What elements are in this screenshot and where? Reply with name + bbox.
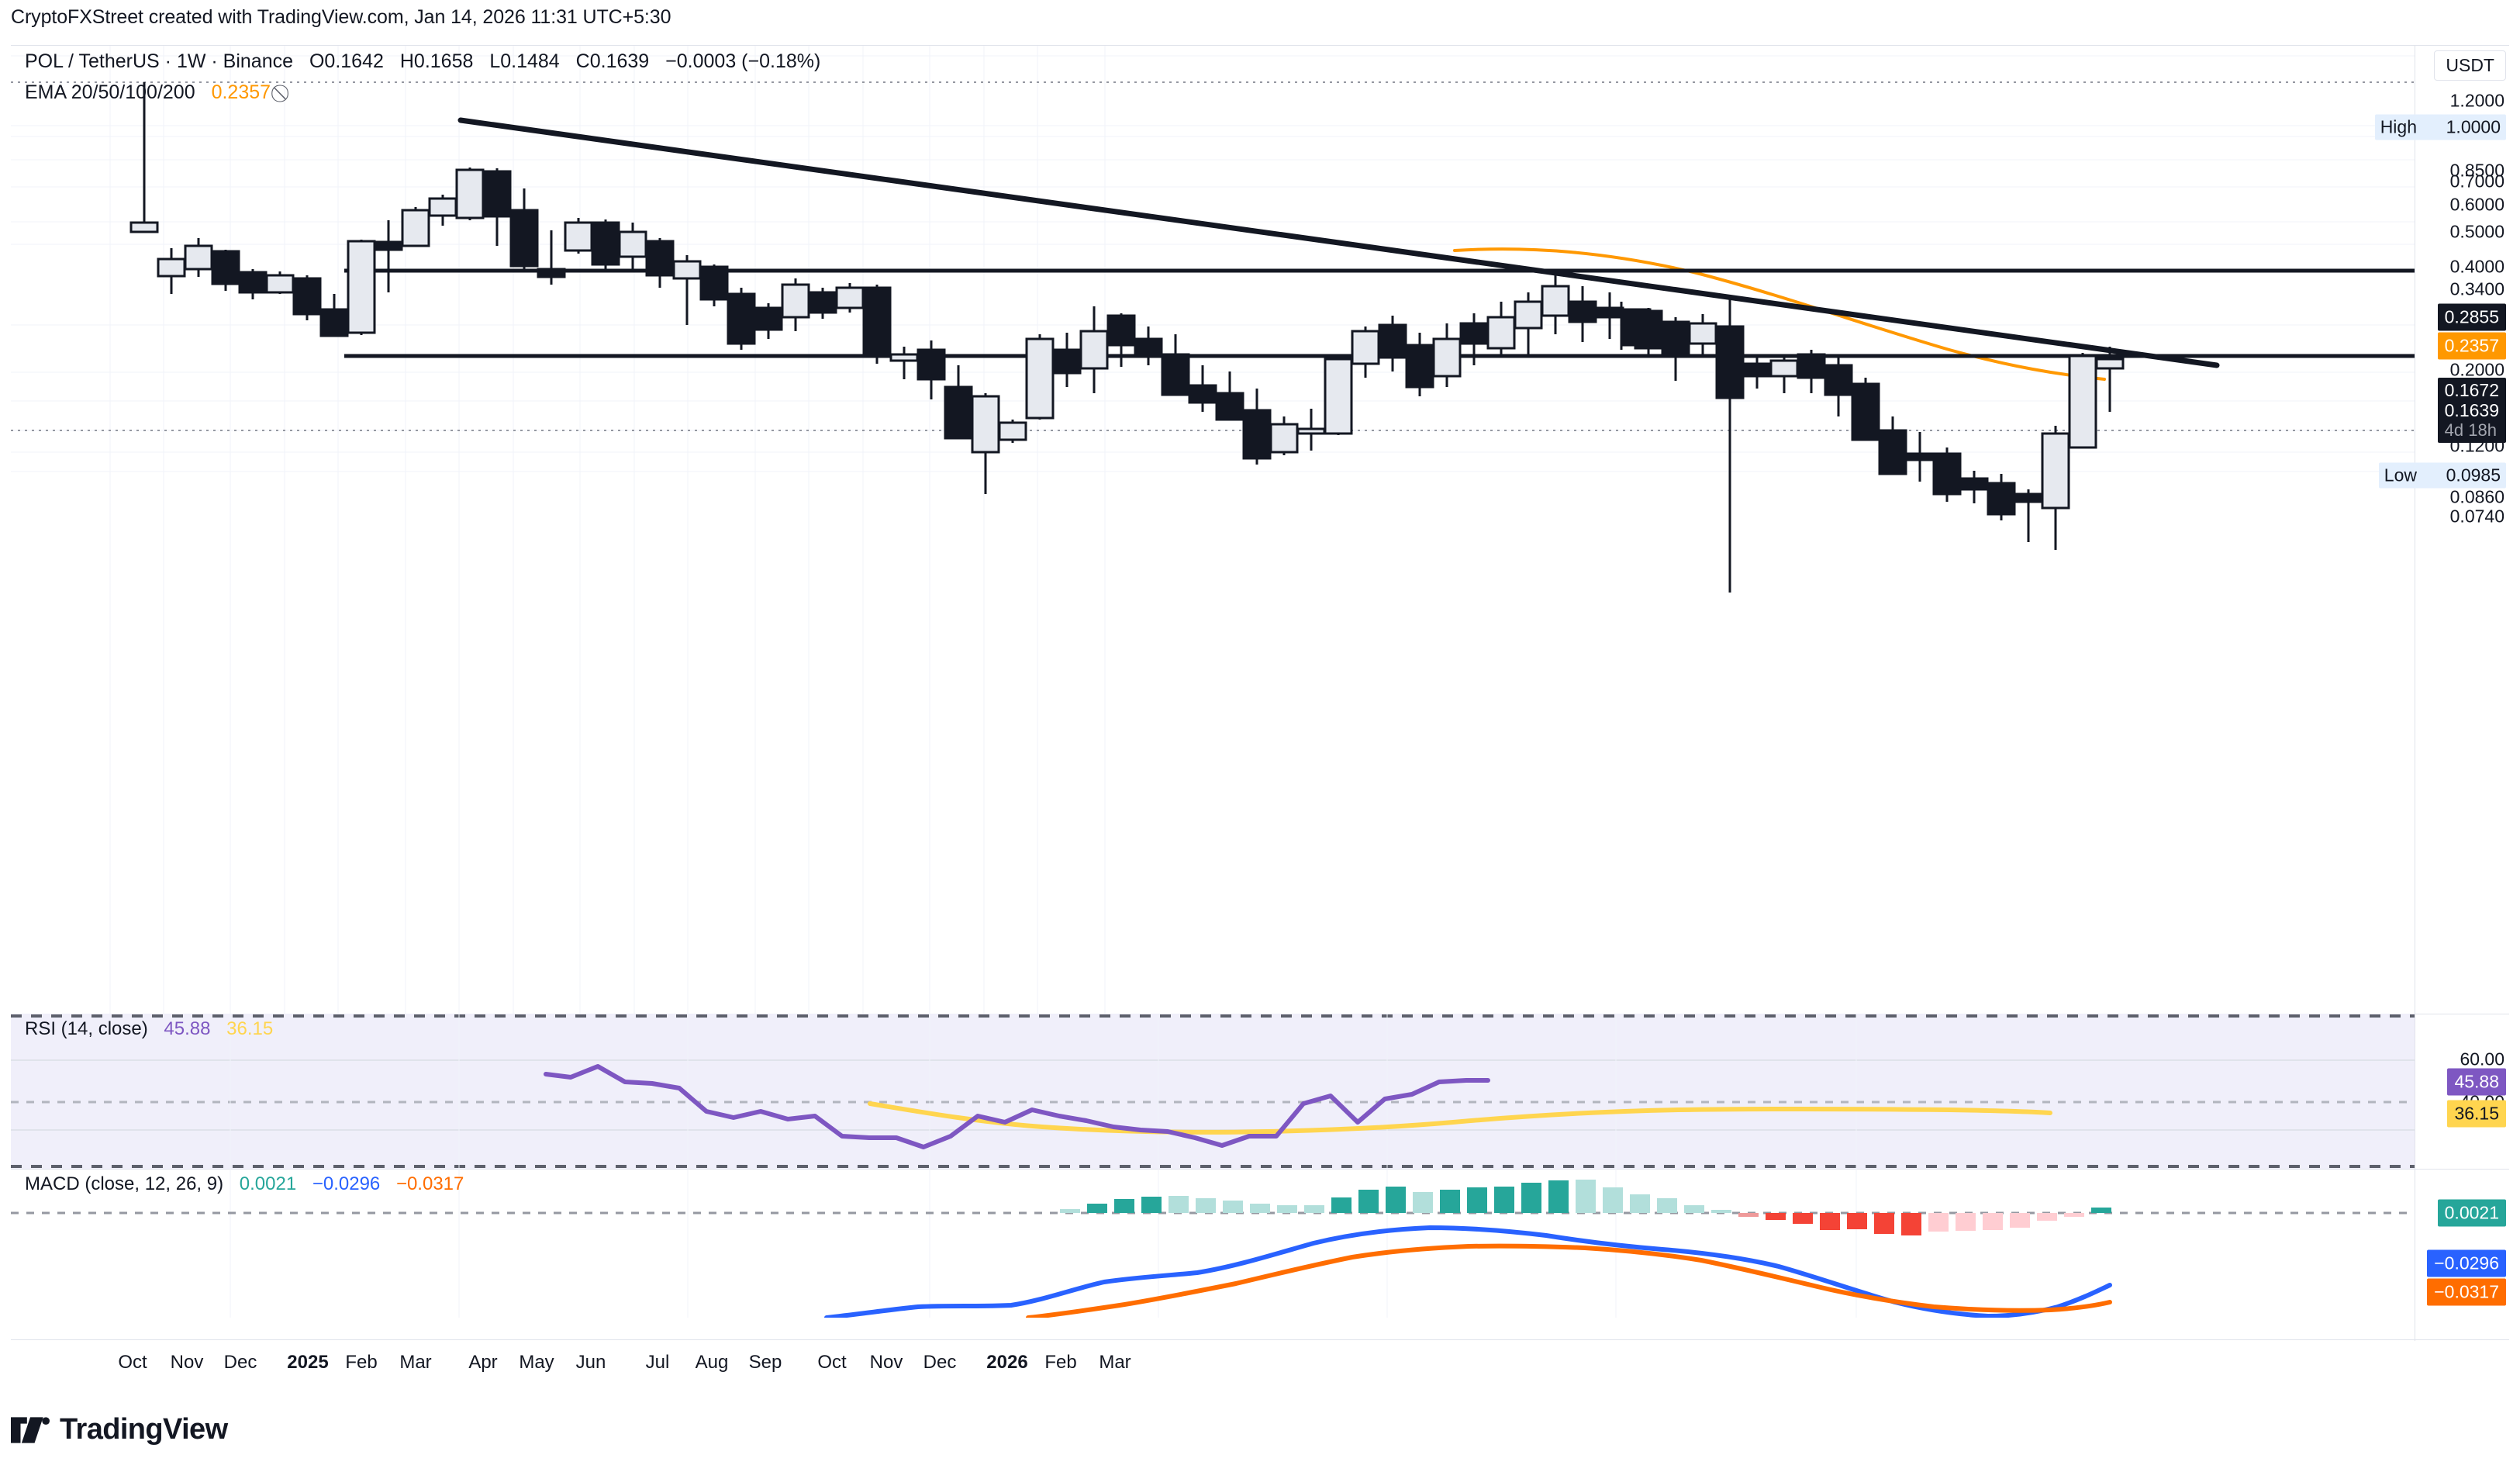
current-price-tag[interactable]: 0.1672 0.1639 4d 18h bbox=[2437, 378, 2506, 444]
time-tick: Jul bbox=[645, 1352, 670, 1373]
symbol-ticker[interactable]: POL / TetherUS bbox=[25, 50, 160, 72]
macd-line bbox=[824, 1225, 2112, 1318]
rsi-ma-value: 36.15 bbox=[226, 1018, 274, 1039]
ohlc-low: L0.1484 bbox=[489, 50, 560, 72]
macd-pane[interactable]: MACD (close, 12, 26, 9) 0.0021 −0.0296 −… bbox=[11, 1169, 2415, 1318]
price-axis[interactable]: USDT 1.2000 1.0000 0.8500 0.7000 0.6000 … bbox=[2415, 46, 2509, 1341]
macd-line-value: −0.0296 bbox=[312, 1173, 381, 1194]
ema-price-tag: 0.2357 bbox=[2437, 332, 2506, 360]
price-pane[interactable]: POL / TetherUS · 1W · Binance O0.1642 H0… bbox=[11, 46, 2415, 1014]
macd-histogram bbox=[1060, 1180, 2111, 1235]
rsi-tick-60: 60.00 bbox=[2460, 1049, 2504, 1069]
time-tick: Oct bbox=[817, 1352, 847, 1373]
macd-plot[interactable] bbox=[11, 1169, 2415, 1318]
macd-legend[interactable]: MACD (close, 12, 26, 9) 0.0021 −0.0296 −… bbox=[25, 1173, 464, 1195]
price-tick: 1.2000 bbox=[2449, 90, 2504, 111]
macd-hist-tag: 0.0021 bbox=[2437, 1199, 2506, 1227]
ohlc-close: C0.1639 bbox=[575, 50, 650, 72]
symbol-exchange[interactable]: Binance bbox=[223, 50, 294, 72]
bar-countdown: 4d 18h bbox=[2444, 420, 2497, 440]
macd-label[interactable]: MACD (close, 12, 26, 9) bbox=[25, 1173, 224, 1194]
footer-brand-text: TradingView bbox=[60, 1413, 228, 1446]
footer-branding[interactable]: TradingView bbox=[11, 1413, 228, 1446]
time-axis[interactable]: Oct Nov Dec 2025 Feb Mar Apr May Jun Jul… bbox=[11, 1341, 2509, 1387]
rsi-legend[interactable]: RSI (14, close) 45.88 36.15 bbox=[25, 1018, 273, 1040]
ema-legend[interactable]: EMA 20/50/100/200 0.2357 ⃠ bbox=[25, 81, 284, 104]
rsi-value: 45.88 bbox=[164, 1018, 211, 1039]
time-tick: Nov bbox=[869, 1352, 903, 1373]
tradingview-logo-icon bbox=[11, 1416, 50, 1443]
time-tick: Mar bbox=[1099, 1352, 1131, 1373]
time-tick: Dec bbox=[223, 1352, 257, 1373]
time-tick: Jun bbox=[575, 1352, 606, 1373]
price-tick: 0.8500 bbox=[2449, 160, 2504, 181]
price-tick: 0.3400 bbox=[2449, 278, 2504, 299]
ema-label[interactable]: EMA 20/50/100/200 bbox=[25, 81, 195, 103]
price-tick: 0.2000 bbox=[2449, 359, 2504, 380]
time-tick: Nov bbox=[170, 1352, 204, 1373]
ohlc-open: O0.1642 bbox=[309, 50, 384, 72]
macd-line-tag: −0.0296 bbox=[2427, 1249, 2506, 1277]
chart-frame: POL / TetherUS · 1W · Binance O0.1642 H0… bbox=[11, 45, 2509, 1341]
attribution-text: CryptoFXStreet created with TradingView.… bbox=[11, 6, 671, 28]
rsi-pane[interactable]: RSI (14, close) 45.88 36.15 bbox=[11, 1014, 2415, 1169]
resistance-price-tag: 0.2855 bbox=[2437, 303, 2506, 331]
macd-hist-value: 0.0021 bbox=[239, 1173, 297, 1194]
vertical-gridlines bbox=[109, 46, 1106, 1014]
time-tick: May bbox=[519, 1352, 554, 1373]
rsi-value-tag: 45.88 bbox=[2447, 1068, 2506, 1096]
price-tick: 0.5000 bbox=[2449, 221, 2504, 242]
time-tick-year: 2025 bbox=[287, 1352, 329, 1373]
ema-value: 0.2357 bbox=[211, 81, 271, 103]
symbol-interval[interactable]: 1W bbox=[176, 50, 206, 72]
time-tick: Feb bbox=[1044, 1352, 1077, 1373]
high-tag: High bbox=[2374, 114, 2422, 140]
rsi-ma-line bbox=[868, 1101, 2052, 1135]
price-tick-low: 0.0985 bbox=[2418, 462, 2506, 489]
price-tick: 0.4000 bbox=[2449, 256, 2504, 277]
macd-signal-line bbox=[1026, 1243, 2112, 1318]
pane-separator-macd bbox=[11, 1169, 2509, 1170]
time-tick-year: 2026 bbox=[986, 1352, 1028, 1373]
macd-signal-tag: −0.0317 bbox=[2427, 1278, 2506, 1306]
time-tick: Dec bbox=[923, 1352, 957, 1373]
time-tick: Aug bbox=[695, 1352, 729, 1373]
time-tick: Mar bbox=[399, 1352, 432, 1373]
rsi-ma-tag: 36.15 bbox=[2447, 1100, 2506, 1128]
descending-trendline bbox=[457, 117, 2220, 368]
ohlc-high: H0.1658 bbox=[399, 50, 474, 72]
ema-200-line bbox=[1453, 247, 2106, 381]
price-tick-high: 1.0000 bbox=[2418, 114, 2506, 140]
price-tick: 0.0740 bbox=[2449, 506, 2504, 527]
price-tick: 0.6000 bbox=[2449, 194, 2504, 215]
time-tick: Sep bbox=[748, 1352, 782, 1373]
price-tick: 0.7000 bbox=[2449, 171, 2504, 192]
price-tick: 0.0860 bbox=[2449, 486, 2504, 507]
rsi-vertical-grid bbox=[230, 1014, 1857, 1169]
rsi-label[interactable]: RSI (14, close) bbox=[25, 1018, 148, 1039]
candlestick-series bbox=[129, 82, 2125, 593]
rsi-plot[interactable] bbox=[11, 1014, 2415, 1169]
low-tag: Low bbox=[2378, 462, 2422, 489]
macd-signal-value: −0.0317 bbox=[395, 1173, 464, 1194]
time-tick: Apr bbox=[468, 1352, 498, 1373]
price-plot[interactable] bbox=[11, 46, 2415, 1014]
time-tick: Oct bbox=[118, 1352, 147, 1373]
ohlc-change: −0.0003 (−0.18%) bbox=[665, 50, 821, 72]
symbol-legend[interactable]: POL / TetherUS · 1W · Binance O0.1642 H0… bbox=[25, 50, 821, 72]
currency-unit-badge[interactable]: USDT bbox=[2434, 50, 2506, 81]
current-price-value: 0.1672 bbox=[2444, 380, 2499, 400]
time-tick: Feb bbox=[345, 1352, 378, 1373]
rsi-line bbox=[544, 1064, 1490, 1149]
current-close-value: 0.1639 bbox=[2444, 399, 2499, 420]
